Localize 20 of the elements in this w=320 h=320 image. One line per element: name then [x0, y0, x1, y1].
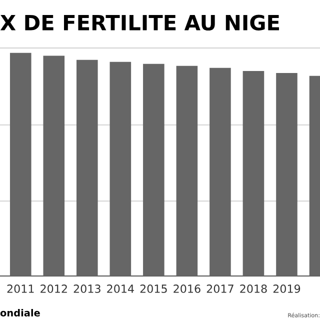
- x-tick-label: 2013: [74, 284, 100, 293]
- x-tick-label: 2019: [273, 284, 300, 293]
- bar: [43, 56, 65, 276]
- bar: [242, 70, 264, 276]
- text: ondiale: [0, 308, 40, 317]
- bar: [210, 68, 231, 276]
- x-tick-label: 2018: [240, 284, 267, 293]
- bar: [10, 52, 32, 276]
- x-tick-label: 2017: [206, 284, 234, 293]
- x-tick-label: 2012: [40, 284, 67, 293]
- chart-title: X DE FERTILITE AU NIGE: [0, 14, 279, 31]
- x-tick-label: 2016: [174, 284, 200, 293]
- x-tick-label: 2011: [7, 284, 34, 293]
- bar: [143, 64, 164, 276]
- x-tick-label: 2015: [140, 284, 167, 293]
- bar: [76, 60, 98, 276]
- bar: [176, 66, 198, 276]
- bar: [110, 62, 132, 276]
- x-tick-label: 2014: [107, 284, 134, 293]
- bar: [276, 72, 298, 276]
